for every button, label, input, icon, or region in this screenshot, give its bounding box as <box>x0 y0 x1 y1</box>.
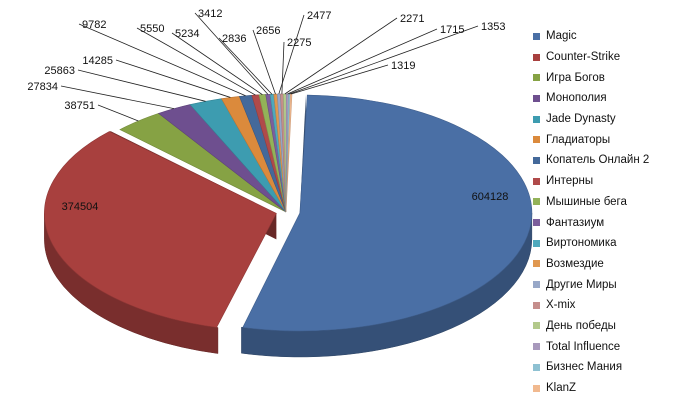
slice-1 <box>44 131 277 328</box>
legend-swatch <box>533 74 540 82</box>
leader-line-17 <box>291 64 389 95</box>
legend-swatch <box>533 281 540 289</box>
legend-item: Интерны <box>533 171 683 192</box>
data-label-17: 1319 <box>391 60 415 72</box>
legend-swatch <box>533 239 540 247</box>
legend-item: Бизнес Мания <box>533 357 683 378</box>
legend-item: Монополия <box>533 88 683 109</box>
leader-line-5 <box>115 59 231 98</box>
legend-item: KlanZ <box>533 378 683 399</box>
legend-item: Фантазиум <box>533 212 683 233</box>
data-label-3: 27834 <box>27 81 58 93</box>
leader-line-7 <box>136 27 256 96</box>
slice-0 <box>242 94 533 332</box>
data-label-15: 1715 <box>440 24 464 36</box>
legend-label: Мышиные бега <box>546 195 627 208</box>
data-label-6: 9782 <box>82 19 106 31</box>
legend-swatch <box>533 301 540 309</box>
data-label-9: 3412 <box>198 8 222 20</box>
legend-label: Виртономика <box>546 237 617 250</box>
legend-item: Гладиаторы <box>533 129 683 150</box>
legend-item: Виртономика <box>533 233 683 254</box>
legend-swatch <box>533 115 540 123</box>
legend-label: Counter-Strike <box>546 51 621 64</box>
legend-label: Фантазиум <box>546 216 605 229</box>
leader-line-14 <box>284 17 398 95</box>
legend-item: День победы <box>533 316 683 337</box>
leader-line-2 <box>97 104 139 122</box>
legend-label: Игра Богов <box>546 71 605 84</box>
data-label-11: 2656 <box>256 25 280 37</box>
legend-item: Копатель Онлайн 2 <box>533 150 683 171</box>
leader-line-15 <box>287 28 438 95</box>
legend-swatch <box>533 198 540 206</box>
data-label-14: 2271 <box>400 13 424 25</box>
leader-line-12 <box>278 14 305 95</box>
leader-line-6 <box>78 23 246 97</box>
legend-item: X-mix <box>533 295 683 316</box>
data-label-4: 25863 <box>44 65 75 77</box>
leader-line-9 <box>194 12 269 95</box>
data-label-10: 2836 <box>222 33 246 45</box>
data-label-2: 38751 <box>64 100 95 112</box>
leader-line-13 <box>281 41 285 95</box>
leader-line-3 <box>60 85 175 110</box>
legend-label: X-mix <box>546 299 576 312</box>
legend-swatch <box>533 32 540 40</box>
legend-item: Игра Богов <box>533 67 683 88</box>
legend-swatch <box>533 94 540 102</box>
legend-item: Мышиные бега <box>533 192 683 213</box>
leader-line-11 <box>252 29 276 95</box>
legend-label: Бизнес Мания <box>546 361 623 374</box>
data-label-7: 5550 <box>140 23 164 35</box>
legend-label: День победы <box>546 319 616 332</box>
data-label-13: 2275 <box>287 37 311 49</box>
data-label-16: 1353 <box>481 21 505 33</box>
legend-swatch <box>533 136 540 144</box>
legend-label: Возмездие <box>546 257 604 270</box>
legend-item: Magic <box>533 26 683 47</box>
legend-item: Возмездие <box>533 254 683 275</box>
legend-label: Монополия <box>546 92 607 105</box>
legend-swatch <box>533 322 540 330</box>
legend-label: Копатель Онлайн 2 <box>546 154 650 167</box>
legend-swatch <box>533 343 540 351</box>
legend-swatch <box>533 384 540 392</box>
legend-item: Total Influence <box>533 336 683 357</box>
chart-legend: Magic Counter-Strike Игра Богов Монополия Ja… <box>533 26 683 398</box>
legend-label: Jade Dynasty <box>546 113 616 126</box>
legend-swatch <box>533 363 540 371</box>
leader-line-16 <box>289 25 479 95</box>
data-label-8: 5234 <box>175 28 199 40</box>
leader-line-8 <box>171 32 263 95</box>
legend-item: Jade Dynasty <box>533 109 683 130</box>
legend-swatch <box>533 53 540 61</box>
legend-swatch <box>533 260 540 268</box>
data-label-5: 14285 <box>82 55 113 67</box>
legend-label: Magic <box>546 30 577 43</box>
legend-label: KlanZ <box>546 382 577 395</box>
leader-line-4 <box>77 69 206 102</box>
legend-label: Интерны <box>546 175 594 188</box>
legend-label: Гладиаторы <box>546 133 611 146</box>
legend-swatch <box>533 156 540 164</box>
legend-swatch <box>533 177 540 185</box>
legend-item: Другие Миры <box>533 274 683 295</box>
legend-swatch <box>533 219 540 227</box>
leader-line-10 <box>218 37 273 95</box>
data-label-12: 2477 <box>307 10 331 22</box>
data-label-1: 374504 <box>62 201 99 213</box>
legend-item: Counter-Strike <box>533 47 683 68</box>
data-label-0: 604128 <box>472 191 509 203</box>
legend-label: Total Influence <box>546 340 621 353</box>
legend-label: Другие Миры <box>546 278 617 291</box>
